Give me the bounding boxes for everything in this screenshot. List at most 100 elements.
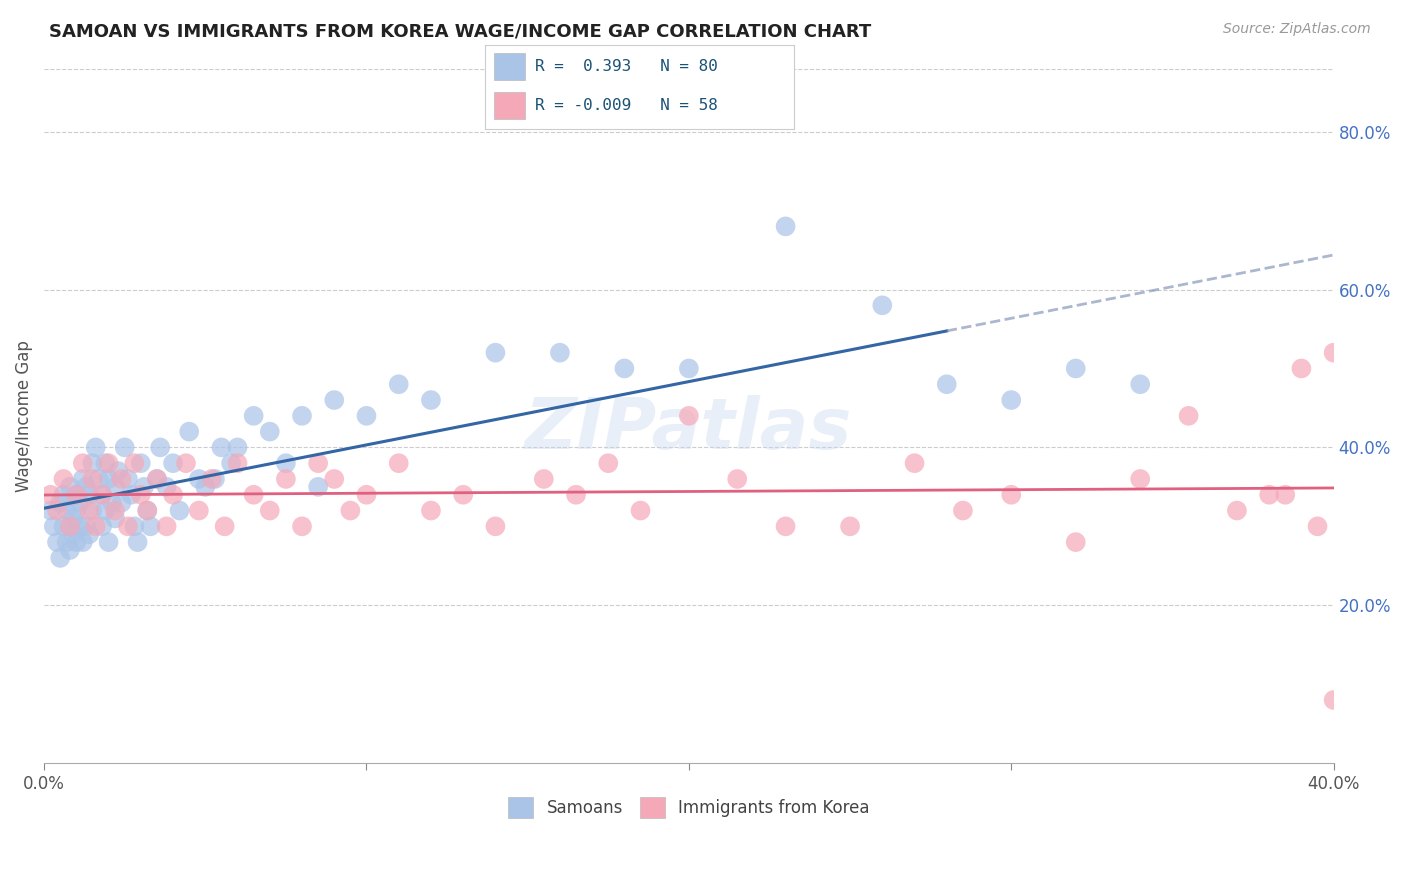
- Point: [46, 503, 69, 517]
- Point: [52, 488, 75, 502]
- Point: [678, 409, 700, 423]
- Point: [75, 480, 97, 494]
- Point: [136, 503, 159, 517]
- Point: [77, 527, 100, 541]
- Point: [291, 519, 314, 533]
- Point: [39, 503, 62, 517]
- Point: [339, 503, 361, 517]
- Point: [935, 377, 957, 392]
- Point: [55, 503, 77, 517]
- Point: [65, 503, 87, 517]
- Point: [77, 488, 100, 502]
- Point: [72, 456, 94, 470]
- Point: [124, 519, 146, 533]
- Point: [775, 219, 797, 234]
- Point: [903, 456, 925, 470]
- Text: R =  0.393   N = 80: R = 0.393 N = 80: [534, 59, 717, 74]
- Point: [388, 377, 411, 392]
- Point: [204, 472, 226, 486]
- Point: [94, 456, 117, 470]
- Point: [91, 488, 114, 502]
- Point: [259, 425, 281, 439]
- Point: [420, 503, 443, 517]
- Point: [84, 441, 107, 455]
- Point: [91, 519, 114, 533]
- Point: [356, 409, 378, 423]
- Text: Source: ZipAtlas.com: Source: ZipAtlas.com: [1223, 22, 1371, 37]
- Point: [1129, 472, 1152, 486]
- Point: [1177, 409, 1199, 423]
- Point: [242, 488, 264, 502]
- Point: [97, 456, 120, 470]
- Point: [323, 392, 346, 407]
- Point: [91, 488, 114, 502]
- Point: [52, 519, 75, 533]
- Point: [259, 503, 281, 517]
- Point: [1064, 361, 1087, 376]
- Point: [104, 480, 127, 494]
- Point: [101, 496, 124, 510]
- Point: [323, 472, 346, 486]
- Y-axis label: Wage/Income Gap: Wage/Income Gap: [15, 340, 32, 491]
- Point: [146, 472, 169, 486]
- Point: [725, 472, 748, 486]
- Point: [42, 519, 65, 533]
- Point: [484, 345, 506, 359]
- Point: [1226, 503, 1249, 517]
- Point: [65, 535, 87, 549]
- Point: [162, 456, 184, 470]
- Bar: [495, 92, 526, 120]
- Point: [187, 503, 209, 517]
- Point: [1000, 392, 1022, 407]
- Point: [1129, 377, 1152, 392]
- Point: [291, 409, 314, 423]
- Point: [613, 361, 636, 376]
- Point: [59, 543, 82, 558]
- Point: [598, 456, 620, 470]
- Point: [388, 456, 411, 470]
- Point: [39, 488, 62, 502]
- Point: [87, 472, 110, 486]
- Point: [307, 480, 329, 494]
- Point: [97, 535, 120, 549]
- Point: [179, 425, 201, 439]
- Point: [872, 298, 894, 312]
- Point: [194, 480, 217, 494]
- Point: [104, 503, 127, 517]
- Legend: Samoans, Immigrants from Korea: Samoans, Immigrants from Korea: [502, 790, 876, 824]
- Point: [1274, 488, 1296, 502]
- Point: [49, 550, 72, 565]
- Point: [62, 527, 84, 541]
- Point: [548, 345, 571, 359]
- Point: [201, 472, 224, 486]
- Point: [169, 503, 191, 517]
- Point: [72, 535, 94, 549]
- Point: [1323, 693, 1346, 707]
- Point: [69, 519, 91, 533]
- Point: [187, 472, 209, 486]
- Point: [82, 456, 104, 470]
- Point: [52, 472, 75, 486]
- Point: [1306, 519, 1329, 533]
- Point: [533, 472, 555, 486]
- Point: [839, 519, 862, 533]
- Point: [84, 519, 107, 533]
- Point: [484, 519, 506, 533]
- Point: [136, 503, 159, 517]
- Point: [219, 456, 242, 470]
- Point: [117, 472, 139, 486]
- Point: [174, 456, 197, 470]
- Point: [129, 456, 152, 470]
- Point: [952, 503, 974, 517]
- Text: R = -0.009   N = 58: R = -0.009 N = 58: [534, 98, 717, 113]
- Point: [1291, 361, 1313, 376]
- Point: [107, 464, 129, 478]
- Point: [110, 496, 132, 510]
- Point: [82, 503, 104, 517]
- Point: [156, 480, 179, 494]
- Point: [55, 535, 77, 549]
- Point: [451, 488, 474, 502]
- Point: [678, 361, 700, 376]
- Point: [117, 519, 139, 533]
- Text: ZIPatlas: ZIPatlas: [526, 395, 852, 464]
